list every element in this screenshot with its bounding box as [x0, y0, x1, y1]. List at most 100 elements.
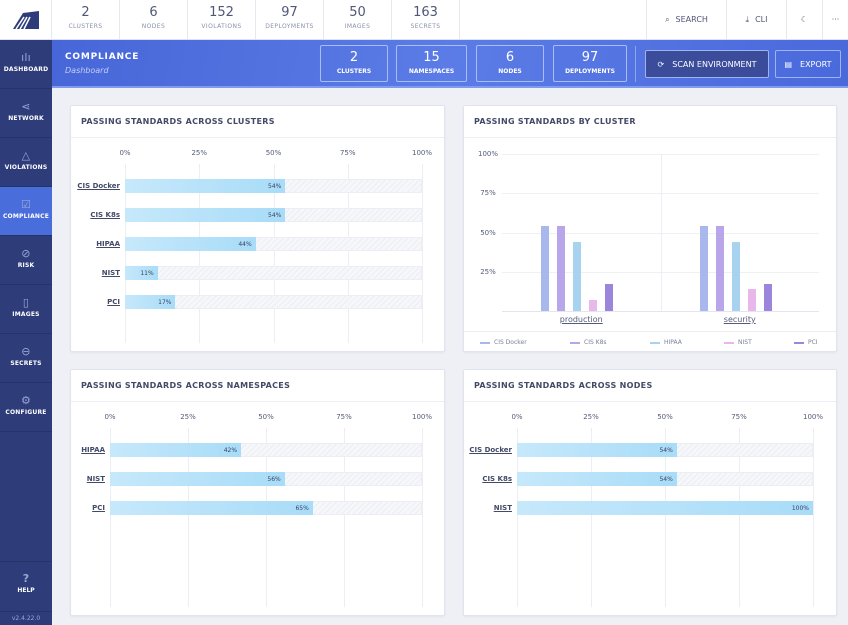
x-category-label: production	[559, 315, 603, 324]
stat-nodes[interactable]: 6 NODES	[120, 0, 188, 39]
gridline	[813, 428, 814, 607]
sidebar-item-label: VIOLATIONS	[4, 164, 48, 171]
gridline	[110, 428, 111, 607]
clusters-chart-card: PASSING STANDARDS ACROSS CLUSTERS 0% 25% 50…	[70, 105, 445, 352]
summary-value: 15	[423, 50, 440, 65]
sidebar-item-images[interactable]: ▯ IMAGES	[0, 285, 52, 334]
legend-item[interactable]: NIST	[724, 339, 752, 346]
stat-secrets[interactable]: 163 SECRETS	[392, 0, 460, 39]
bar-nist[interactable]	[589, 300, 598, 311]
sidebar-item-violations[interactable]: △ VIOLATIONS	[0, 138, 52, 187]
bar-hipaa[interactable]	[731, 241, 740, 311]
x-tick-label: 100%	[802, 413, 824, 421]
bar[interactable]: 54%	[517, 472, 677, 486]
bar[interactable]: 44%	[125, 237, 256, 251]
download-icon: ⤓	[745, 14, 750, 24]
bar-hipaa[interactable]	[573, 241, 582, 311]
bar-value-label: 44%	[238, 241, 252, 248]
bar-pci[interactable]	[763, 284, 772, 311]
bar[interactable]: 42%	[110, 443, 242, 457]
bar-cis-docker[interactable]	[541, 226, 550, 311]
summary-value: 6	[505, 50, 515, 65]
bar-track	[125, 266, 422, 280]
summary-namespaces[interactable]: 15 NAMESPACES	[396, 45, 467, 82]
category-label: CIS Docker	[77, 182, 120, 190]
bar-cis-k8s[interactable]	[715, 226, 724, 311]
bar[interactable]: 11%	[125, 266, 158, 280]
bar-nist[interactable]	[747, 289, 756, 311]
logo[interactable]	[0, 0, 52, 40]
bar[interactable]: 100%	[517, 501, 813, 515]
theme-toggle[interactable]: ☾	[786, 0, 822, 39]
card-title: PASSING STANDARDS BY CLUSTER	[464, 106, 836, 138]
summary-deployments[interactable]: 97 DEPLOYMENTS	[553, 45, 627, 82]
more-button[interactable]: ···	[822, 0, 848, 39]
sidebar-item-label: DASHBOARD	[3, 66, 49, 73]
sidebar-item-configure[interactable]: ⚙ CONFIGURE	[0, 383, 52, 432]
legend-item[interactable]: PCI	[794, 339, 818, 346]
sidebar-item-label: SECRETS	[10, 360, 42, 367]
x-category-label: security	[723, 315, 756, 324]
gridline	[739, 428, 740, 607]
shield-off-icon: ⊘	[21, 247, 31, 260]
stat-violations[interactable]: 152 VIOLATIONS	[188, 0, 256, 39]
bar-value-label: 54%	[659, 447, 673, 454]
summary-clusters[interactable]: 2 CLUSTERS	[320, 45, 388, 82]
bar-cis-k8s[interactable]	[557, 226, 566, 311]
stat-clusters[interactable]: 2 CLUSTERS	[52, 0, 120, 39]
summary-nodes[interactable]: 6 NODES	[476, 45, 544, 82]
card-title: PASSING STANDARDS ACROSS NAMESPACES	[71, 370, 444, 402]
x-tick-label: 75%	[731, 413, 747, 421]
sidebar-item-label: NETWORK	[8, 115, 44, 122]
gridline	[665, 428, 666, 607]
more-icon: ···	[831, 15, 840, 24]
sidebar-item-risk[interactable]: ⊘ RISK	[0, 236, 52, 285]
sidebar-item-dashboard[interactable]: ılı DASHBOARD	[0, 40, 52, 89]
category-label: PCI	[92, 504, 105, 512]
stat-images[interactable]: 50 IMAGES	[324, 0, 392, 39]
legend-item[interactable]: CIS Docker	[480, 339, 527, 346]
bar[interactable]: 65%	[110, 501, 313, 515]
gridline	[517, 428, 518, 607]
sidebar-item-network[interactable]: ⋖ NETWORK	[0, 89, 52, 138]
gridline	[347, 164, 349, 343]
gridline	[188, 428, 189, 607]
top-bar: 2 CLUSTERS 6 NODES 152 VIOLATIONS 97 DEPLOYMENT…	[0, 0, 848, 40]
legend-label: CIS Docker	[494, 339, 527, 346]
legend-swatch	[724, 341, 734, 344]
stat-label: DEPLOYMENTS	[265, 23, 314, 30]
bar[interactable]: 54%	[517, 443, 677, 457]
bar[interactable]: 17%	[125, 295, 176, 309]
sidebar-item-secrets[interactable]: ⊖ SECRETS	[0, 334, 52, 383]
export-button[interactable]: ▤ EXPORT	[775, 50, 841, 78]
help-button[interactable]: ? HELP	[0, 561, 52, 611]
gridline	[125, 164, 126, 343]
legend-item[interactable]: CIS K8s	[570, 339, 607, 346]
sidebar-item-label: COMPLIANCE	[2, 213, 50, 220]
category-label: CIS K8s	[90, 211, 120, 219]
sidebar-item-compliance[interactable]: ☑ COMPLIANCE	[0, 187, 52, 236]
bar-value-label: 17%	[158, 299, 172, 306]
bar-value-label: 65%	[295, 505, 309, 512]
page-header: COMPLIANCE Dashboard 2 CLUSTERS 15 NAMESPAC…	[52, 40, 848, 88]
bar-cis-docker[interactable]	[699, 226, 708, 311]
bar[interactable]: 56%	[110, 472, 285, 486]
stat-label: SECRETS	[410, 23, 441, 30]
summary-label: CLUSTERS	[336, 68, 372, 75]
bar[interactable]: 54%	[125, 179, 286, 193]
summary-value: 97	[581, 50, 599, 65]
x-tick-label: 50%	[258, 413, 274, 421]
share-icon: ⋖	[21, 100, 31, 113]
check-square-icon: ☑	[20, 198, 32, 211]
legend-swatch	[480, 341, 490, 344]
gear-icon: ⚙	[20, 394, 32, 407]
scan-environment-button[interactable]: ⟳ SCAN ENVIRONMENT	[645, 50, 769, 78]
search-button[interactable]: ⌕ SEARCH	[646, 0, 726, 39]
bar[interactable]: 54%	[125, 208, 286, 222]
bar-value-label: 54%	[268, 183, 282, 190]
bar-pci[interactable]	[605, 284, 614, 311]
stat-deployments[interactable]: 97 DEPLOYMENTS	[256, 0, 324, 39]
legend-item[interactable]: HIPAA	[650, 339, 682, 346]
summary-label: NAMESPACES	[408, 68, 455, 75]
cli-button[interactable]: ⤓ CLI	[726, 0, 786, 39]
